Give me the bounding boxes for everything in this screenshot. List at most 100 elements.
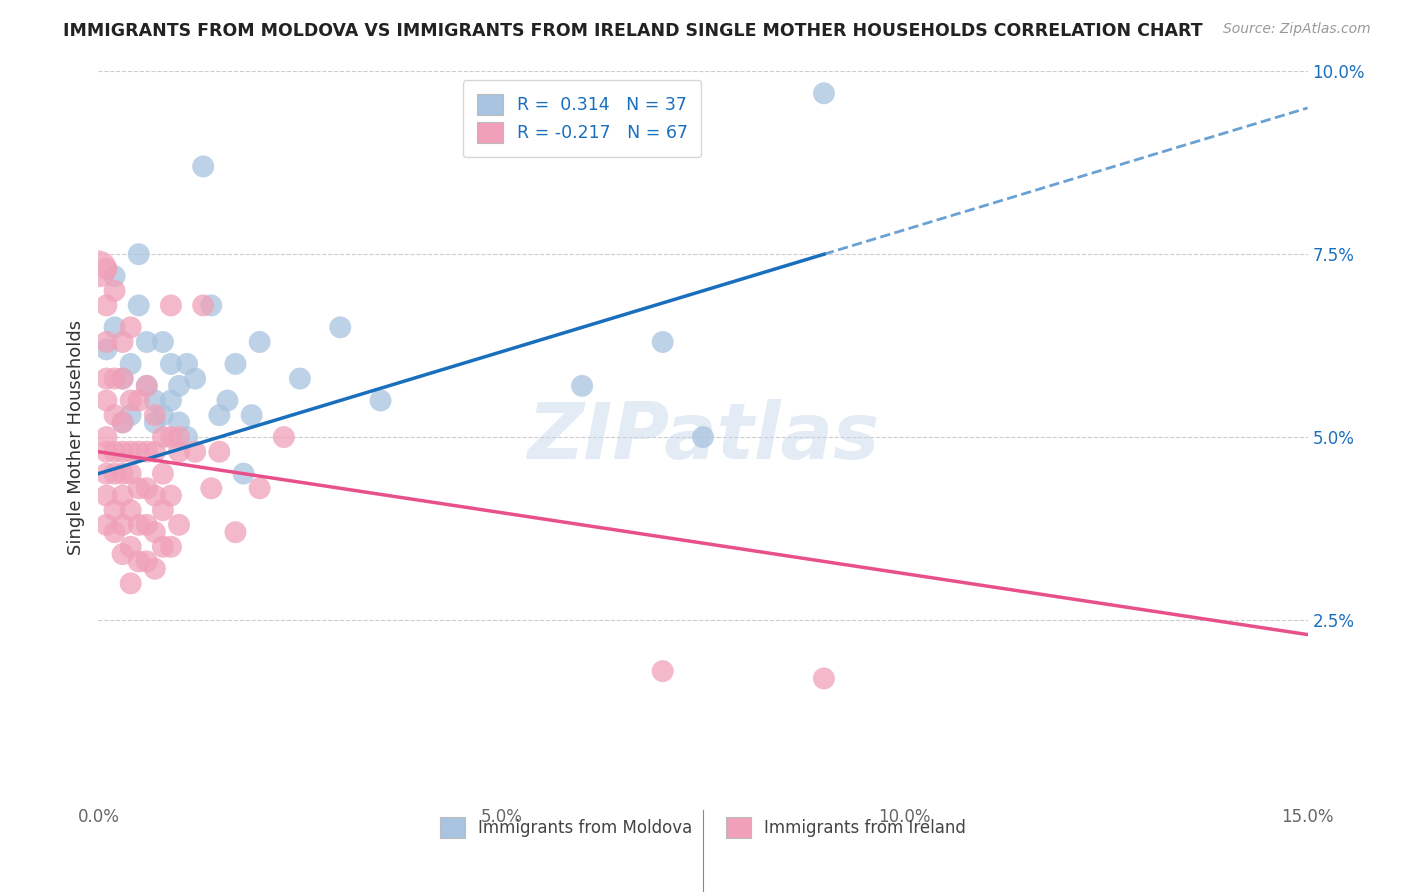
Point bbox=[96, 444, 118, 458]
Point bbox=[813, 87, 835, 101]
Point bbox=[103, 444, 125, 458]
Point bbox=[152, 334, 174, 349]
Point bbox=[128, 517, 150, 532]
Point bbox=[143, 416, 166, 430]
Point bbox=[249, 334, 271, 349]
Point bbox=[103, 503, 125, 517]
Point bbox=[128, 247, 150, 261]
Point bbox=[120, 444, 142, 458]
Point bbox=[208, 408, 231, 422]
Point bbox=[111, 416, 134, 430]
Point bbox=[143, 444, 166, 458]
Point bbox=[193, 160, 215, 174]
Point bbox=[111, 444, 134, 458]
Point bbox=[249, 481, 271, 495]
Point bbox=[217, 393, 239, 408]
Point bbox=[96, 430, 118, 444]
Point bbox=[103, 269, 125, 284]
Point bbox=[135, 481, 157, 495]
Text: ZIPatlas: ZIPatlas bbox=[527, 399, 879, 475]
Point bbox=[128, 481, 150, 495]
Point bbox=[208, 444, 231, 458]
Point bbox=[111, 334, 134, 349]
Point bbox=[96, 489, 118, 503]
Point bbox=[87, 261, 110, 276]
Point bbox=[167, 416, 190, 430]
Text: Source: ZipAtlas.com: Source: ZipAtlas.com bbox=[1223, 22, 1371, 37]
Point bbox=[152, 408, 174, 422]
Point bbox=[152, 430, 174, 444]
Point bbox=[184, 444, 207, 458]
Point bbox=[128, 393, 150, 408]
Point bbox=[120, 576, 142, 591]
Point bbox=[160, 540, 183, 554]
Y-axis label: Single Mother Households: Single Mother Households bbox=[66, 319, 84, 555]
Point bbox=[111, 371, 134, 385]
Point bbox=[128, 554, 150, 568]
Point bbox=[176, 357, 198, 371]
Point bbox=[120, 467, 142, 481]
Point bbox=[96, 261, 118, 276]
Point bbox=[135, 379, 157, 393]
Point bbox=[120, 393, 142, 408]
Point bbox=[103, 371, 125, 385]
Point bbox=[167, 444, 190, 458]
Point bbox=[120, 408, 142, 422]
Point bbox=[651, 334, 673, 349]
Point bbox=[167, 379, 190, 393]
Point bbox=[232, 467, 254, 481]
Point bbox=[240, 408, 263, 422]
Point bbox=[111, 467, 134, 481]
Point bbox=[143, 525, 166, 540]
Point bbox=[96, 467, 118, 481]
Point bbox=[813, 672, 835, 686]
Point bbox=[96, 343, 118, 357]
Point bbox=[152, 503, 174, 517]
Point bbox=[176, 430, 198, 444]
Point bbox=[120, 357, 142, 371]
Point bbox=[184, 371, 207, 385]
Point bbox=[135, 517, 157, 532]
Point bbox=[135, 554, 157, 568]
Point bbox=[111, 517, 134, 532]
Point bbox=[160, 489, 183, 503]
Point bbox=[193, 298, 215, 312]
Point bbox=[273, 430, 295, 444]
Point bbox=[160, 393, 183, 408]
Point bbox=[224, 357, 246, 371]
Point bbox=[651, 664, 673, 678]
Point bbox=[111, 371, 134, 385]
Point bbox=[370, 393, 392, 408]
Point bbox=[120, 320, 142, 334]
Legend: Immigrants from Moldova, Immigrants from Ireland: Immigrants from Moldova, Immigrants from… bbox=[429, 805, 977, 849]
Point bbox=[288, 371, 311, 385]
Point bbox=[111, 489, 134, 503]
Point bbox=[96, 517, 118, 532]
Point bbox=[135, 444, 157, 458]
Point bbox=[143, 393, 166, 408]
Point bbox=[160, 298, 183, 312]
Text: IMMIGRANTS FROM MOLDOVA VS IMMIGRANTS FROM IRELAND SINGLE MOTHER HOUSEHOLDS CORR: IMMIGRANTS FROM MOLDOVA VS IMMIGRANTS FR… bbox=[63, 22, 1204, 40]
Point bbox=[200, 481, 222, 495]
Point bbox=[152, 540, 174, 554]
Point bbox=[692, 430, 714, 444]
Point bbox=[111, 416, 134, 430]
Point bbox=[329, 320, 352, 334]
Point bbox=[200, 298, 222, 312]
Point bbox=[96, 393, 118, 408]
Point bbox=[135, 334, 157, 349]
Point bbox=[160, 357, 183, 371]
Point bbox=[167, 430, 190, 444]
Point bbox=[143, 489, 166, 503]
Point bbox=[143, 562, 166, 576]
Point bbox=[120, 503, 142, 517]
Point bbox=[103, 467, 125, 481]
Point bbox=[96, 334, 118, 349]
Point bbox=[103, 408, 125, 422]
Point bbox=[224, 525, 246, 540]
Point bbox=[96, 298, 118, 312]
Point bbox=[103, 284, 125, 298]
Point bbox=[120, 540, 142, 554]
Point bbox=[152, 467, 174, 481]
Point bbox=[571, 379, 593, 393]
